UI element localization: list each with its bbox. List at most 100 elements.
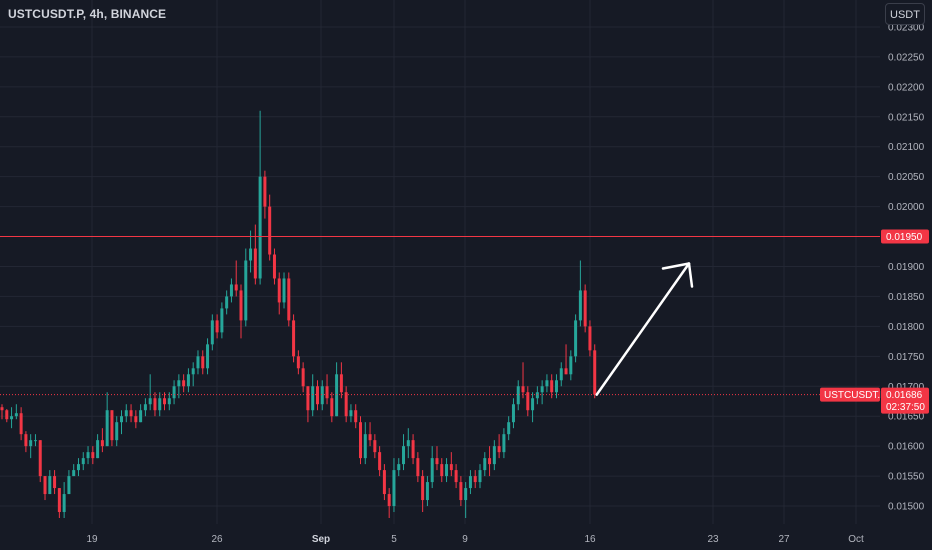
candle-17[interactable]: [81, 452, 85, 471]
candle-51[interactable]: [244, 248, 248, 327]
candle-32[interactable]: [153, 392, 157, 417]
candle-23[interactable]: [110, 410, 114, 447]
candle-73[interactable]: [349, 404, 353, 423]
candle-2[interactable]: [10, 407, 14, 429]
candle-91[interactable]: [435, 446, 439, 471]
candle-94[interactable]: [449, 452, 453, 477]
candle-102[interactable]: [488, 446, 492, 477]
candle-4[interactable]: [19, 407, 23, 441]
candle-59[interactable]: [282, 272, 286, 309]
candle-62[interactable]: [296, 350, 300, 375]
candle-76[interactable]: [363, 422, 367, 465]
candle-30[interactable]: [143, 398, 147, 417]
candle-45[interactable]: [215, 314, 219, 339]
candle-86[interactable]: [411, 434, 415, 465]
time-axis[interactable]: 19 26 Sep 5 9 16 23 27 Oct: [0, 524, 932, 550]
candle-93[interactable]: [445, 458, 449, 483]
candle-84[interactable]: [402, 434, 406, 471]
candle-41[interactable]: [196, 350, 200, 375]
candle-28[interactable]: [134, 410, 138, 429]
candle-120[interactable]: [574, 314, 578, 363]
candle-31[interactable]: [148, 374, 152, 411]
candle-88[interactable]: [421, 470, 425, 513]
candle-35[interactable]: [167, 392, 171, 411]
candle-40[interactable]: [191, 362, 195, 387]
candle-19[interactable]: [91, 446, 95, 465]
candle-110[interactable]: [526, 386, 530, 417]
candle-21[interactable]: [100, 428, 104, 453]
candle-8[interactable]: [38, 440, 42, 483]
candle-105[interactable]: [502, 428, 506, 459]
candle-95[interactable]: [454, 464, 458, 489]
candle-24[interactable]: [115, 416, 119, 447]
candle-101[interactable]: [483, 452, 487, 477]
candle-82[interactable]: [392, 458, 396, 513]
candle-115[interactable]: [550, 374, 554, 399]
candle-77[interactable]: [368, 422, 372, 447]
candle-61[interactable]: [292, 314, 296, 363]
candle-64[interactable]: [306, 386, 310, 423]
candle-13[interactable]: [62, 482, 66, 519]
candle-108[interactable]: [516, 380, 520, 411]
candle-124[interactable]: [593, 344, 597, 399]
candle-96[interactable]: [459, 476, 463, 507]
candle-69[interactable]: [330, 392, 334, 423]
candle-119[interactable]: [569, 350, 573, 381]
candle-44[interactable]: [210, 314, 214, 351]
candle-25[interactable]: [120, 410, 123, 435]
candle-113[interactable]: [540, 380, 544, 405]
candle-71[interactable]: [339, 362, 343, 399]
candle-9[interactable]: [43, 476, 47, 501]
candle-27[interactable]: [129, 404, 133, 423]
candle-58[interactable]: [277, 272, 281, 315]
candle-series[interactable]: [0, 110, 597, 519]
candle-49[interactable]: [234, 260, 238, 297]
candle-1[interactable]: [5, 409, 9, 423]
candle-60[interactable]: [287, 272, 291, 327]
candle-36[interactable]: [172, 380, 176, 405]
candle-80[interactable]: [382, 464, 386, 501]
candle-90[interactable]: [430, 446, 434, 489]
candle-56[interactable]: [268, 194, 272, 261]
candle-53[interactable]: [253, 224, 257, 285]
candle-63[interactable]: [301, 362, 305, 393]
candle-6[interactable]: [29, 434, 33, 459]
candle-11[interactable]: [53, 470, 57, 495]
candle-79[interactable]: [378, 446, 382, 477]
candle-118[interactable]: [564, 344, 568, 375]
candle-38[interactable]: [182, 374, 186, 393]
candle-29[interactable]: [139, 404, 143, 423]
candle-92[interactable]: [440, 458, 444, 483]
candle-98[interactable]: [468, 470, 472, 495]
candle-97[interactable]: [464, 482, 468, 519]
candle-39[interactable]: [186, 368, 190, 393]
candle-14[interactable]: [67, 470, 71, 495]
candle-16[interactable]: [76, 458, 80, 477]
candle-123[interactable]: [588, 320, 592, 357]
candle-57[interactable]: [272, 248, 276, 285]
candle-114[interactable]: [545, 374, 549, 393]
candle-22[interactable]: [105, 392, 109, 447]
candle-74[interactable]: [354, 404, 358, 429]
candle-121[interactable]: [578, 260, 582, 327]
candle-37[interactable]: [177, 374, 181, 399]
candle-65[interactable]: [311, 374, 315, 417]
candle-34[interactable]: [163, 392, 167, 411]
candle-18[interactable]: [86, 446, 90, 465]
candle-7[interactable]: [33, 434, 37, 447]
candle-85[interactable]: [406, 428, 410, 459]
candle-106[interactable]: [507, 416, 511, 441]
price-axis[interactable]: 0.02300 0.02250 0.02200 0.02150 0.02100 0.020…: [880, 0, 932, 550]
candle-3[interactable]: [14, 404, 18, 420]
candle-20[interactable]: [96, 434, 100, 459]
candle-67[interactable]: [320, 380, 324, 411]
candle-100[interactable]: [478, 464, 482, 489]
candle-46[interactable]: [220, 302, 224, 339]
candle-42[interactable]: [201, 350, 205, 375]
candle-111[interactable]: [531, 392, 535, 423]
projection-arrow-shaft[interactable]: [595, 262, 691, 396]
candle-68[interactable]: [325, 374, 329, 405]
candle-12[interactable]: [57, 488, 61, 519]
candle-47[interactable]: [225, 290, 229, 315]
